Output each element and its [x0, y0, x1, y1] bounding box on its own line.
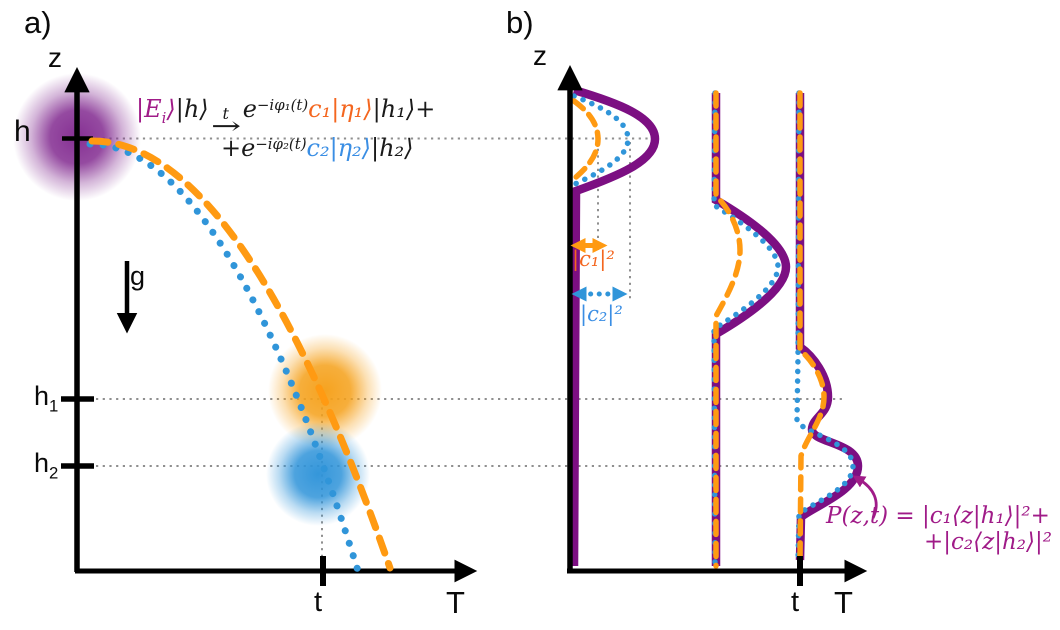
packet2-orange-component — [713, 90, 743, 569]
phase2-exponent: −iφ₂(t) — [255, 135, 307, 153]
panel-b-axes — [557, 65, 868, 586]
E-ket-pre: |E — [136, 95, 162, 123]
h1-sub: 1 — [49, 396, 59, 416]
time-evolution-arrow: t → — [211, 104, 241, 139]
packet3-total — [795, 93, 863, 561]
panel-a-t-tick-label: t — [314, 586, 323, 618]
packet1-blue-component — [571, 93, 631, 187]
h1-ket: |h₁⟩+ — [372, 95, 436, 123]
E-ket-post: ⟩ — [166, 95, 176, 123]
state-equation-line2: +e−iφ₂(t)c₂|η₂⟩|h₂⟩ — [221, 134, 414, 162]
packet2-total — [711, 93, 791, 566]
panel-b-t-tick-label: t — [791, 586, 800, 618]
h2-ket: |h₂⟩ — [371, 134, 414, 162]
c1-eta1-ket: c₁|η₁⟩ — [308, 95, 373, 123]
trajectories — [86, 137, 394, 575]
phase1-exponent: −iφ₁(t) — [256, 96, 309, 114]
h2-sub: 2 — [49, 463, 59, 483]
panel-b-label: b) — [506, 5, 534, 40]
arrow-t-label: t — [222, 104, 229, 123]
panel-a-T-axis-label: T — [446, 585, 465, 620]
h2-base: h — [34, 448, 50, 478]
gravity-label: g — [130, 261, 146, 291]
h-label: h — [14, 115, 31, 148]
c2-eta2-ket: c₂|η₂⟩ — [306, 134, 372, 162]
right-arrow-icon: → — [210, 112, 241, 140]
phase2-base: +e — [221, 134, 256, 162]
packet1-orange-component — [571, 98, 601, 181]
probability-equation-line1: P(z,t) = |c₁⟨z|h₁⟩|²+ — [826, 503, 1050, 529]
h1-wavepacket-blob — [268, 334, 382, 448]
h1-label: h1 — [34, 383, 58, 415]
blue-trajectory — [86, 140, 362, 575]
phase1-base: e — [242, 95, 257, 123]
h-ket: |h⟩ — [175, 95, 209, 123]
initial-energy-ket: |Ei⟩ — [136, 95, 176, 127]
packet1-total — [569, 85, 660, 567]
orange-trajectory — [88, 137, 394, 572]
c1-squared-label: |c₁|² — [572, 247, 615, 271]
packet3-orange-component — [797, 90, 827, 563]
panel-b-z-axis-label: z — [533, 40, 547, 71]
packet3-blue-component — [794, 90, 856, 563]
panel-a-label: a) — [24, 5, 52, 40]
c2-squared-label: |c₂|² — [580, 302, 623, 326]
h1-base: h — [34, 381, 50, 411]
p-annotation-arrow — [852, 475, 878, 519]
amplitude-arrows — [570, 238, 628, 302]
panel-a-z-axis-label: z — [48, 42, 62, 73]
packet2-blue-component — [711, 90, 781, 569]
panel-b-wavepackets — [569, 85, 863, 569]
panel-b-T-axis-label: T — [834, 585, 853, 620]
E-ket-sub: i — [161, 108, 167, 127]
probability-equation-line2: +|c₂⟨z|h₂⟩|² — [924, 529, 1052, 555]
state-equation-line1: |Ei⟩|h⟩ t → e−iφ₁(t)c₁|η₁⟩|h₁⟩+ — [136, 95, 436, 139]
h2-label: h2 — [34, 450, 58, 482]
panel-a-axes — [61, 67, 478, 586]
